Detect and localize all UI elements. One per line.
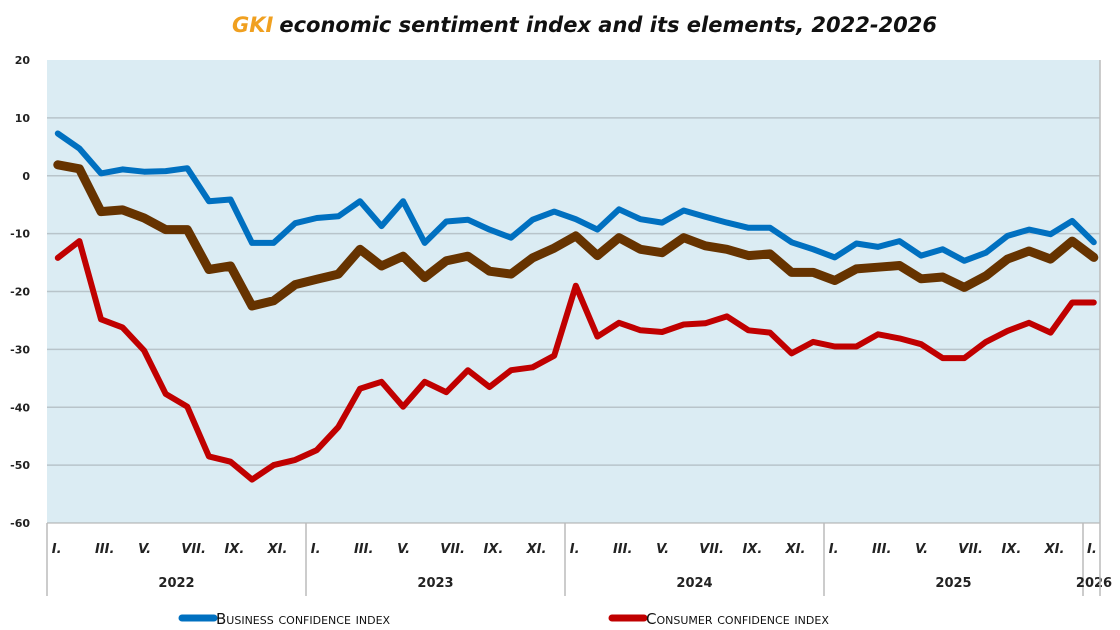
month-label: I. — [311, 542, 321, 557]
legend-label: Business confidence index — [216, 610, 391, 628]
legend-label: Consumer confidence index — [646, 610, 829, 628]
month-label: III. — [95, 542, 114, 557]
month-label: IX. — [1001, 542, 1021, 557]
year-label: 2024 — [676, 576, 712, 591]
year-label: 2025 — [935, 576, 971, 591]
month-label: XI. — [526, 542, 547, 557]
month-label: VII. — [181, 542, 206, 557]
month-label: V. — [397, 542, 410, 557]
y-tick-label: -10 — [10, 228, 30, 241]
chart-title: GKI economic sentiment index and its elem… — [232, 13, 937, 37]
y-tick-label: 10 — [15, 112, 31, 125]
series-line-0 — [54, 130, 1097, 264]
year-label: 2023 — [417, 576, 453, 591]
month-label: I. — [570, 542, 580, 557]
y-tick-label: 20 — [15, 54, 31, 67]
month-label: I. — [1087, 542, 1097, 557]
month-label: V. — [138, 542, 151, 557]
month-label: I. — [829, 542, 839, 557]
month-label: IX. — [224, 542, 244, 557]
month-label: V. — [656, 542, 669, 557]
y-tick-label: -30 — [10, 343, 30, 356]
month-label: III. — [872, 542, 891, 557]
month-label: VII. — [699, 542, 724, 557]
month-label: VII. — [440, 542, 465, 557]
y-tick-label: -50 — [10, 459, 30, 472]
title-brand: GKI — [232, 13, 274, 37]
month-label: XI. — [1044, 542, 1065, 557]
year-label: 2026 — [1076, 576, 1112, 591]
month-label: V. — [915, 542, 928, 557]
legend: Business confidence index Consumer confid… — [178, 610, 829, 628]
y-tick-label: -60 — [10, 517, 30, 530]
series-line-2 — [54, 238, 1097, 483]
month-label: III. — [613, 542, 632, 557]
y-tick-label: -40 — [10, 401, 30, 414]
plot-area: 20 10 0 -10 -20 -30 -40 -50 -60 I. III. V. VII. IX. XI… — [10, 54, 1112, 596]
y-tick-label: 0 — [22, 170, 30, 183]
month-label: VII. — [958, 542, 983, 557]
series-line-1 — [53, 160, 1099, 311]
y-tick-label: -20 — [10, 286, 30, 299]
month-label: I. — [52, 542, 62, 557]
month-label: IX. — [742, 542, 762, 557]
month-label: IX. — [483, 542, 503, 557]
month-label: XI. — [785, 542, 806, 557]
month-label: III. — [354, 542, 373, 557]
title-text: economic sentiment index and its element… — [279, 13, 937, 37]
year-label: 2022 — [158, 576, 194, 591]
month-label: XI. — [267, 542, 288, 557]
